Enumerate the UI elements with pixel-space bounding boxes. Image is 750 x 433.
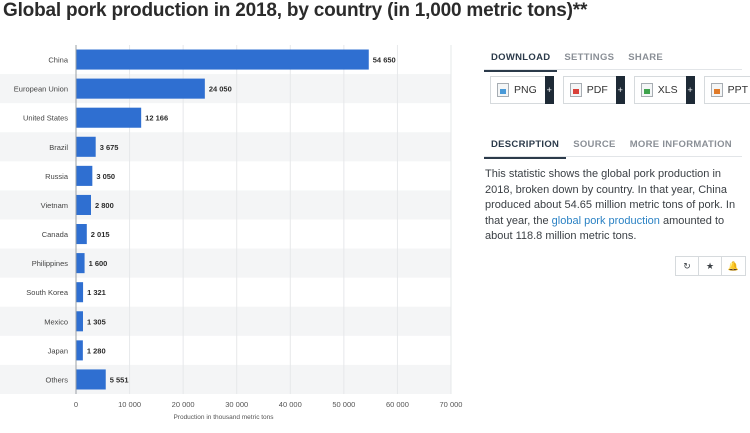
category-label: South Korea [26,288,69,297]
page-title: Global pork production in 2018, by count… [3,0,588,21]
bar [76,49,369,70]
bar [76,311,83,332]
bar [76,78,205,99]
data-label: 1 305 [87,317,106,326]
category-label: Russia [45,172,69,181]
category-label: Vietnam [41,201,68,210]
bar [76,136,96,157]
png-label: PNG [514,84,537,96]
description-pre: This statistic shows the global pork pro… [485,168,736,227]
category-label: Others [45,375,68,384]
tick-label: 20 000 [172,400,195,409]
description-text: This statistic shows the global pork pro… [485,167,745,245]
tick-label: 50 000 [332,400,355,409]
bell-icon[interactable]: 🔔 [727,260,740,271]
ppt-label: PPT [727,84,749,96]
bar [76,369,106,390]
plus-icon[interactable]: + [685,76,695,104]
bar [76,253,85,274]
history-icon[interactable]: ↻ [676,257,699,275]
row-band [0,190,451,220]
tab-more-information[interactable]: MORE INFORMATION [629,139,732,150]
tab-share[interactable]: SHARE [628,52,664,63]
data-label: 3 675 [100,143,119,152]
data-label: 1 321 [87,288,106,297]
bar [76,340,83,361]
png-file-icon [497,83,509,97]
bar [76,194,91,215]
data-label: 1 600 [89,259,108,268]
tick-label: 10 000 [118,400,141,409]
xls-label: XLS [657,84,678,96]
download-png-button[interactable]: PNG + [490,76,554,104]
star-icon[interactable]: ★ [699,257,722,275]
data-label: 3 050 [96,172,115,181]
download-xls-button[interactable]: XLS + [633,76,695,104]
bar [76,224,87,245]
category-label: United States [23,114,68,123]
ppt-file-icon [710,83,723,97]
tab-source[interactable]: SOURCE [573,139,616,150]
tab-divider [484,69,742,70]
category-label: China [48,56,68,65]
tick-label: 60 000 [386,400,409,409]
xls-file-icon [640,83,653,97]
data-label: 1 280 [87,346,106,355]
category-label: Canada [42,230,69,239]
download-tab-bar: DOWNLOAD SETTINGS SHARE [484,52,670,72]
row-band [0,132,451,162]
bar [76,107,142,128]
bar-chart: China 54 650 European Union 24 050 United St… [0,45,463,421]
plus-icon[interactable]: + [544,76,554,104]
bar [76,282,84,303]
data-label: 2 800 [95,201,114,210]
data-label: 54 650 [373,56,396,65]
tick-label: 0 [74,400,78,409]
row-band [0,248,451,278]
action-icons: ↻ ★ 🔔 [675,256,746,276]
download-pdf-button[interactable]: PDF + [562,76,625,104]
category-label: Philippines [32,259,69,268]
plus-icon[interactable]: + [615,76,625,104]
data-label: 12 166 [145,114,168,123]
row-band [0,306,451,336]
tab-description[interactable]: DESCRIPTION [484,139,567,159]
bar [76,165,93,186]
category-label: Brazil [49,143,68,152]
description-post: amounted to about 118.8 million metric t… [485,214,725,243]
global-pork-production-link[interactable]: global pork production [551,214,660,227]
tick-label: 40 000 [279,400,302,409]
data-label: 24 050 [209,85,232,94]
download-buttons: PNG + PDF + XLS + PPT + [490,76,750,104]
category-label: European Union [14,85,68,94]
download-ppt-button[interactable]: PPT + [703,76,750,104]
row-band [0,74,451,104]
tab-settings[interactable]: SETTINGS [564,52,615,63]
category-label: Japan [48,346,68,355]
pdf-file-icon [569,83,582,97]
tab-divider [484,156,742,157]
row-band [0,364,451,394]
info-tab-bar: DESCRIPTION SOURCE MORE INFORMATION [484,139,739,159]
pdf-label: PDF [586,84,608,96]
x-axis-title: Production in thousand metric tons [173,414,274,421]
tick-label: 30 000 [225,400,248,409]
category-label: Mexico [44,317,68,326]
tab-download[interactable]: DOWNLOAD [484,52,558,72]
data-label: 2 015 [91,230,110,239]
tick-label: 70 000 [440,400,463,409]
data-label: 5 551 [110,375,129,384]
